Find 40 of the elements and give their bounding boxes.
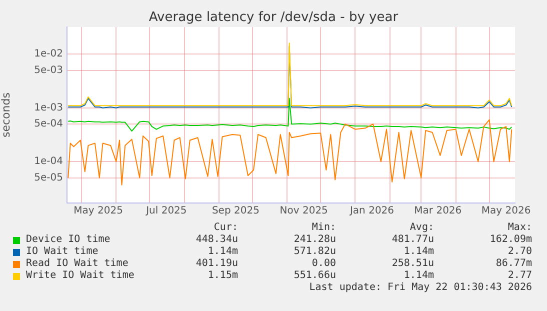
y-tick-label: 1e-03 bbox=[34, 102, 63, 114]
x-tick-label: Nov 2025 bbox=[280, 206, 328, 217]
text: 241.28u bbox=[294, 234, 336, 245]
y-tick-label: 5e-04 bbox=[34, 118, 63, 130]
y-axis-title: seconds bbox=[0, 92, 12, 138]
text: Max: bbox=[508, 222, 532, 233]
x-tick-label: Jul 2025 bbox=[145, 206, 187, 217]
x-tick-label: Jan 2026 bbox=[348, 206, 394, 217]
text: 162.09m bbox=[490, 234, 532, 245]
legend-label: Device IO time bbox=[26, 234, 110, 245]
text: 551.66u bbox=[294, 270, 336, 281]
text: 1.14m bbox=[208, 246, 238, 257]
text: 86.77m bbox=[496, 258, 532, 269]
text: Avg: bbox=[410, 222, 434, 233]
x-tick-label: May 2025 bbox=[74, 206, 123, 217]
y-tick-label: 5e-05 bbox=[34, 172, 63, 184]
text: 1.14m bbox=[404, 270, 434, 281]
x-tick-label: May 2026 bbox=[481, 206, 531, 217]
y-tick-label: 5e-03 bbox=[34, 64, 63, 76]
text: 1.15m bbox=[208, 270, 238, 281]
text: Min: bbox=[312, 222, 336, 233]
text: Cur: bbox=[214, 222, 238, 233]
chart-title: Average latency for /dev/sda - by year bbox=[148, 10, 400, 25]
text: 258.51u bbox=[392, 258, 434, 269]
y-tick-label: 1e-02 bbox=[34, 48, 63, 60]
legend-label: Write IO Wait time bbox=[26, 270, 134, 281]
text: 571.82u bbox=[294, 246, 336, 257]
x-tick-label: Mar 2026 bbox=[414, 206, 462, 217]
text: 1.14m bbox=[404, 246, 434, 257]
x-tick-label: Sep 2025 bbox=[212, 206, 260, 217]
y-tick-label: 1e-04 bbox=[34, 156, 63, 168]
legend-label: IO Wait time bbox=[26, 246, 98, 257]
text: 448.34u bbox=[196, 234, 238, 245]
text: Last update: Fri May 22 01:30:43 2026 bbox=[309, 282, 532, 293]
text: 2.70 bbox=[508, 246, 532, 257]
legend-label: Read IO Wait time bbox=[26, 258, 128, 269]
text: 401.19u bbox=[196, 258, 238, 269]
text: 481.77u bbox=[392, 234, 434, 245]
text: 0.00 bbox=[312, 258, 336, 269]
text: 2.77 bbox=[508, 270, 532, 281]
